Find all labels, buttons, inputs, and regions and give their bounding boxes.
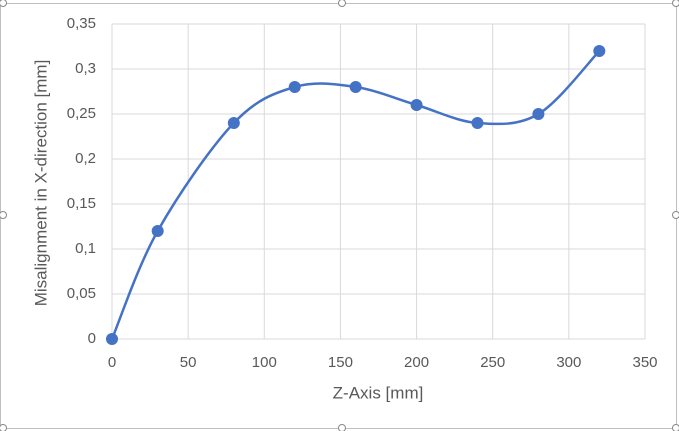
series-line [110, 50, 601, 340]
y-tick-label: 0,2 [75, 150, 96, 167]
y-tick-label: 0,25 [67, 105, 96, 122]
data-point [471, 117, 484, 129]
y-tick-label: 0,15 [67, 195, 96, 212]
x-tick-label: 200 [404, 354, 429, 371]
y-tick-label: 0,3 [75, 60, 96, 77]
data-point [593, 45, 606, 57]
x-tick-label: 150 [328, 354, 353, 371]
data-point [288, 81, 301, 93]
x-tick-label: 350 [632, 354, 657, 371]
x-axis-title: Z-Axis [mm] [333, 383, 424, 402]
data-point [106, 333, 118, 345]
x-tick-label: 50 [180, 354, 197, 371]
x-tick-label: 100 [252, 354, 277, 371]
y-tick-label: 0,1 [75, 240, 96, 257]
x-tick-label: 300 [556, 354, 581, 371]
data-point [410, 99, 423, 111]
y-tick-label: 0,05 [67, 285, 96, 302]
x-tick-label: 250 [480, 354, 505, 371]
data-point [532, 108, 545, 120]
x-tick-label: 0 [108, 354, 116, 371]
y-tick-label: 0 [88, 330, 96, 347]
data-point [349, 81, 362, 93]
data-point [227, 117, 240, 129]
data-point [151, 225, 164, 237]
y-tick-label: 0,35 [67, 15, 96, 32]
y-axis-title: Misalignment in X-direction [mm] [31, 60, 50, 307]
